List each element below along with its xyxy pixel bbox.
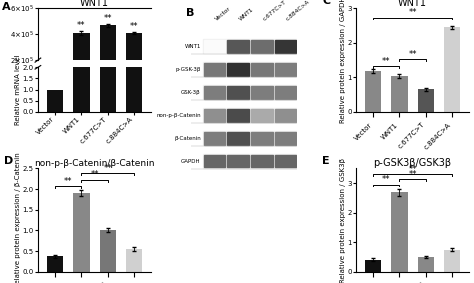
Text: WNT1: WNT1	[184, 44, 201, 49]
Text: WNT1: WNT1	[238, 7, 255, 22]
Bar	[204, 132, 226, 145]
Bar	[444, 27, 460, 112]
Text: Vector: Vector	[215, 6, 232, 22]
Text: **: **	[77, 22, 86, 31]
Text: **: **	[103, 14, 112, 23]
Bar	[203, 40, 297, 53]
Text: β-Catenin: β-Catenin	[174, 136, 201, 141]
Text: c.884C>A: c.884C>A	[285, 0, 311, 22]
Bar	[204, 86, 226, 98]
Bar	[47, 89, 63, 112]
Bar	[203, 108, 297, 122]
Text: non-p-β-Catenin: non-p-β-Catenin	[156, 113, 201, 118]
Bar	[126, 33, 142, 86]
Bar	[228, 40, 249, 53]
Text: C: C	[322, 0, 330, 6]
Bar	[365, 71, 381, 112]
Bar	[392, 76, 408, 112]
Text: **: **	[382, 175, 391, 185]
Bar	[204, 155, 226, 168]
Bar	[274, 63, 296, 76]
Text: p-GSK-3β: p-GSK-3β	[175, 67, 201, 72]
Title: non-p-β-Catenin/β-Catenin: non-p-β-Catenin/β-Catenin	[34, 159, 155, 168]
Bar	[251, 109, 273, 121]
Bar	[444, 250, 460, 272]
Title: p-GSK3β/GSK3β: p-GSK3β/GSK3β	[374, 158, 452, 168]
Bar	[204, 63, 226, 76]
Y-axis label: Relative protein expression / GAPDH: Relative protein expression / GAPDH	[340, 0, 346, 123]
Text: **: **	[103, 164, 112, 173]
Bar	[251, 155, 273, 168]
Bar	[228, 109, 249, 121]
Text: E: E	[322, 156, 330, 166]
Bar	[203, 131, 297, 145]
Bar	[73, 65, 90, 112]
Bar	[73, 33, 90, 86]
Bar	[204, 109, 226, 121]
Bar	[274, 86, 296, 98]
Bar	[47, 256, 63, 272]
Bar	[204, 40, 226, 53]
Bar	[251, 40, 273, 53]
Bar	[228, 132, 249, 145]
Y-axis label: Relative protein expression / β-Catenin: Relative protein expression / β-Catenin	[15, 152, 21, 283]
Bar	[274, 109, 296, 121]
Y-axis label: Relative protein expression / GSK3β: Relative protein expression / GSK3β	[340, 158, 346, 282]
Bar	[126, 65, 142, 112]
Y-axis label: Relative mRNA level: Relative mRNA level	[15, 54, 21, 125]
Bar	[203, 63, 297, 76]
Bar	[203, 155, 297, 168]
Text: B: B	[185, 8, 194, 18]
Bar	[228, 63, 249, 76]
Bar	[274, 132, 296, 145]
Bar	[418, 89, 434, 112]
Bar	[392, 192, 408, 272]
Text: **: **	[409, 50, 417, 59]
Text: c.677C>T: c.677C>T	[262, 0, 287, 22]
Text: **: **	[409, 165, 417, 174]
Text: **: **	[90, 170, 99, 179]
Text: GSK-3β: GSK-3β	[181, 90, 201, 95]
Text: D: D	[4, 156, 13, 166]
Text: **: **	[64, 177, 73, 186]
Bar	[203, 85, 297, 99]
Bar	[251, 86, 273, 98]
Bar	[100, 25, 116, 86]
Bar	[126, 249, 142, 272]
Bar	[100, 230, 116, 272]
Bar	[228, 155, 249, 168]
Bar	[274, 40, 296, 53]
Title: WNT1: WNT1	[398, 0, 427, 8]
Bar	[251, 132, 273, 145]
Text: GAPDH: GAPDH	[181, 159, 201, 164]
Text: A: A	[2, 2, 10, 12]
Bar	[274, 155, 296, 168]
Bar	[228, 86, 249, 98]
Title: WNT1: WNT1	[80, 0, 109, 8]
Text: **: **	[409, 170, 417, 179]
Text: **: **	[409, 8, 417, 18]
Text: **: **	[130, 22, 138, 31]
Bar	[418, 257, 434, 272]
Bar	[73, 193, 90, 272]
Bar	[251, 63, 273, 76]
Bar	[365, 260, 381, 272]
Bar	[100, 65, 116, 112]
Text: **: **	[382, 57, 391, 66]
